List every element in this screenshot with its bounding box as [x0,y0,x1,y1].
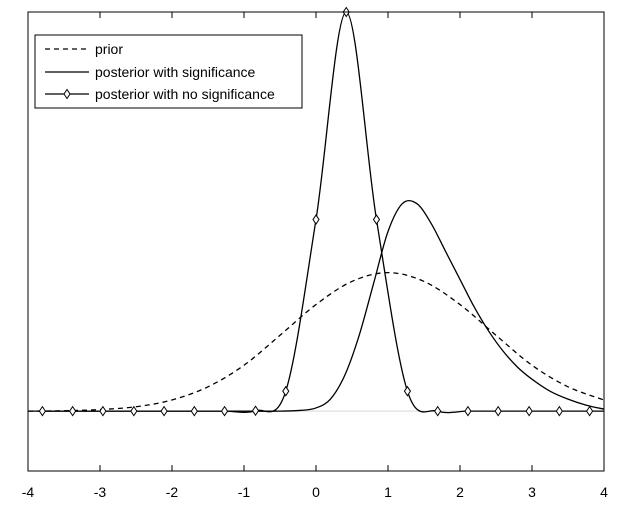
diamond-marker [38,405,47,417]
diamond-marker [555,405,563,417]
diamond-marker [312,214,320,225]
x-tick-label: 0 [312,484,320,500]
legend-label-prior: prior [95,41,123,57]
x-tick-label: 3 [528,484,536,500]
diamond-marker [525,405,533,417]
series-line-2 [42,11,604,414]
x-tick-label: -3 [94,484,107,500]
x-tick-label: 1 [384,484,392,500]
diamond-marker [585,405,594,417]
series-line-1 [28,199,605,412]
diamond-marker [372,214,381,225]
x-tick-label: -1 [238,484,251,500]
diamond-marker [69,405,77,417]
tick-layer: -4 -3 -2 -1 0 1 2 3 4 [22,12,608,500]
x-tick-label: 2 [456,484,464,500]
diamond-marker [282,385,290,397]
diamond-marker [160,405,168,417]
diamond-marker [434,405,442,417]
series-line-0 [27,271,605,412]
legend-label-posterior-no-significance: posterior with no significance [95,86,275,102]
diamond-marker [220,405,229,417]
diamond-marker [494,405,502,417]
x-tick-label: 4 [600,484,608,500]
series-layer [27,6,605,417]
x-tick-label: -4 [22,484,35,500]
diamond-marker [130,405,138,417]
diamond-marker [99,405,107,417]
diamond-marker [190,405,198,417]
legend-label-posterior-significance: posterior with significance [95,64,256,80]
diamond-marker [251,405,260,417]
diamond-marker [403,385,412,397]
x-tick-label: -2 [166,484,179,500]
legend-diamond-marker [63,88,71,100]
diamond-marker [464,405,472,417]
legend: prior posterior with significance poster… [34,34,303,109]
